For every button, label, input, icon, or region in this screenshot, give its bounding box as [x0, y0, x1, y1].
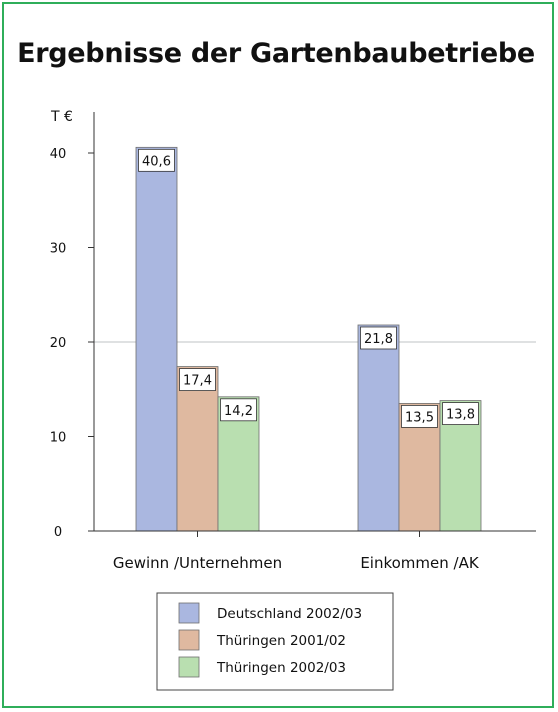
data-label-0-1: 17,4 [183, 374, 212, 389]
data-label-box-1-2 [442, 402, 479, 425]
x-tick-label-1: Einkommen /AK [360, 554, 480, 572]
y-tick-label-30: 30 [50, 242, 67, 257]
legend-label-2: Thüringen 2002/03 [216, 660, 346, 676]
legend-swatch-0 [178, 602, 200, 624]
data-label-box-0-0 [138, 148, 175, 172]
data-label-0-2: 14,2 [224, 404, 253, 419]
data-label-box-1-1 [401, 405, 438, 428]
data-label-box-1-0 [360, 326, 397, 350]
legend-swatch-1 [178, 629, 200, 651]
data-label-0-0: 40,6 [142, 154, 171, 169]
chart-title: Ergebnisse der Gartenbaubetriebe [17, 38, 535, 69]
data-label-1-2: 13,8 [446, 408, 475, 423]
legend-swatch-2 [178, 656, 200, 678]
bar-0-0 [135, 146, 178, 532]
y-tick-label-10: 10 [50, 431, 67, 446]
bar-0-1 [176, 366, 219, 532]
y-tick-label-0: 0 [54, 525, 62, 540]
data-label-1-1: 13,5 [405, 410, 434, 425]
legend-label-1: Thüringen 2001/02 [216, 633, 346, 649]
y-axis-unit: T € [50, 109, 73, 125]
x-tick-label-0: Gewinn /Unternehmen [113, 554, 282, 572]
data-label-box-0-1 [179, 368, 216, 391]
data-label-box-0-2 [220, 398, 257, 422]
bar-1-0 [357, 324, 400, 532]
legend-label-0: Deutschland 2002/03 [217, 606, 362, 622]
y-tick-label-20: 20 [50, 336, 67, 351]
data-label-1-0: 21,8 [364, 332, 393, 347]
y-tick-label-40: 40 [50, 147, 67, 162]
